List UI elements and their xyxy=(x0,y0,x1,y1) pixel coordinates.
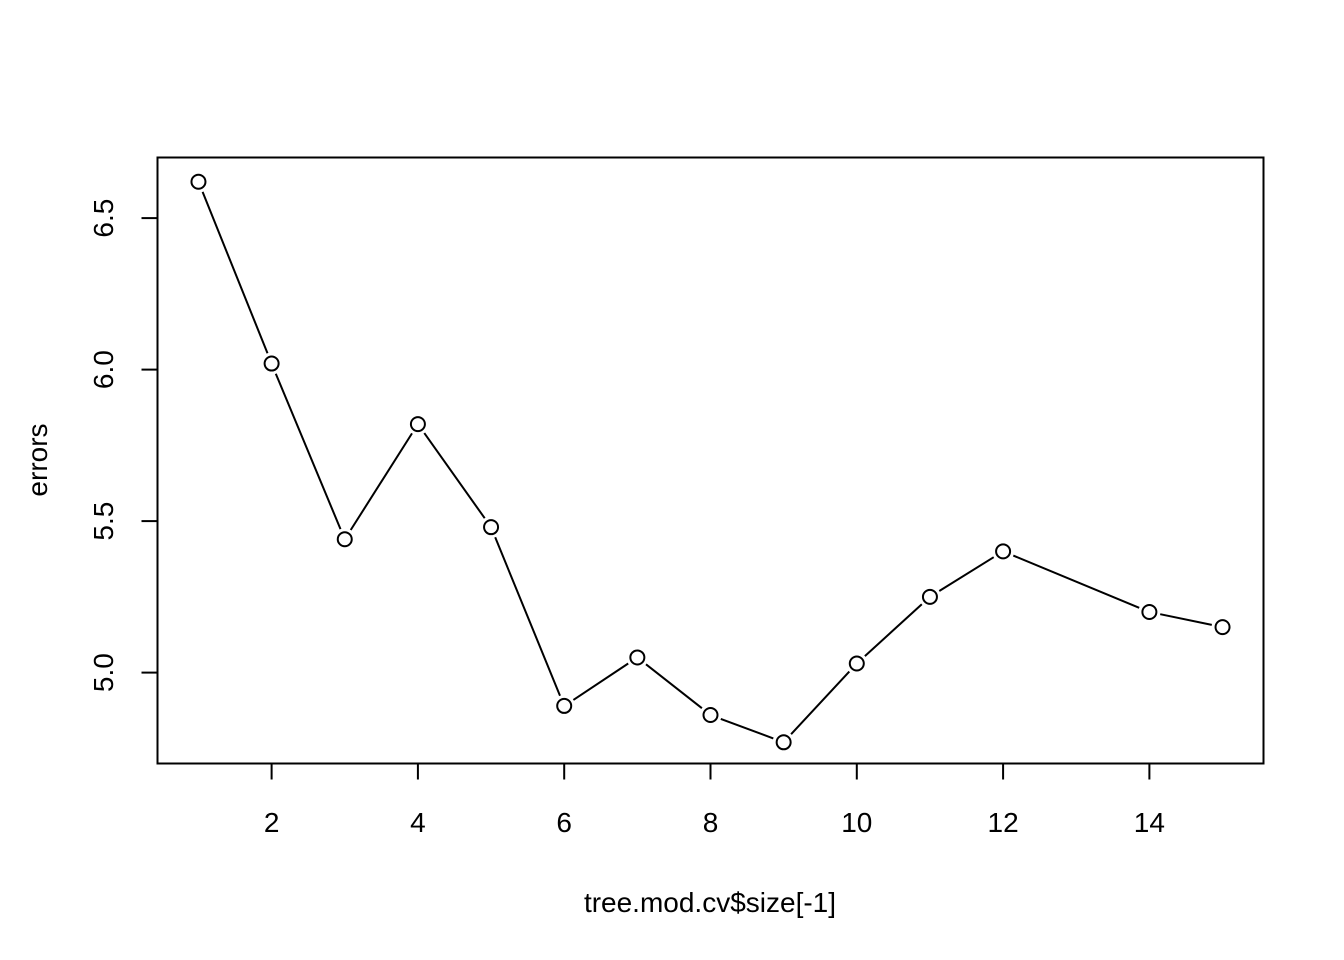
x-tick-label: 10 xyxy=(841,807,872,838)
y-axis-label: errors xyxy=(22,423,53,496)
x-tick-label: 8 xyxy=(703,807,719,838)
data-point xyxy=(483,519,500,536)
data-point xyxy=(921,588,938,605)
y-axis: 5.0 5.5 6.0 6.5 xyxy=(88,199,158,692)
plot-frame xyxy=(156,156,1265,765)
data-point xyxy=(190,173,207,190)
y-tick-label: 5.5 xyxy=(88,502,119,541)
y-tick-label: 5.0 xyxy=(88,653,119,692)
data-point xyxy=(556,697,573,714)
data-point xyxy=(1141,604,1158,620)
x-tick-label: 4 xyxy=(410,807,426,838)
data-point xyxy=(409,416,426,433)
x-tick-label: 14 xyxy=(1134,807,1165,838)
y-tick-label: 6.0 xyxy=(88,350,119,389)
series-line xyxy=(201,191,1213,740)
data-points xyxy=(190,173,1231,751)
x-tick-label: 2 xyxy=(264,807,280,838)
data-point xyxy=(336,531,353,548)
x-tick-label: 6 xyxy=(556,807,572,838)
x-axis-label: tree.mod.cv$size[-1] xyxy=(584,887,836,918)
data-point xyxy=(702,707,719,724)
data-point xyxy=(263,355,280,372)
data-point xyxy=(848,655,865,672)
data-point xyxy=(995,543,1012,560)
x-tick-label: 12 xyxy=(988,807,1019,838)
data-point xyxy=(629,649,646,666)
y-tick-label: 6.5 xyxy=(88,199,119,238)
data-point xyxy=(775,734,792,751)
x-axis: 2 4 6 8 10 12 14 xyxy=(264,763,1165,838)
data-point xyxy=(1214,619,1231,636)
